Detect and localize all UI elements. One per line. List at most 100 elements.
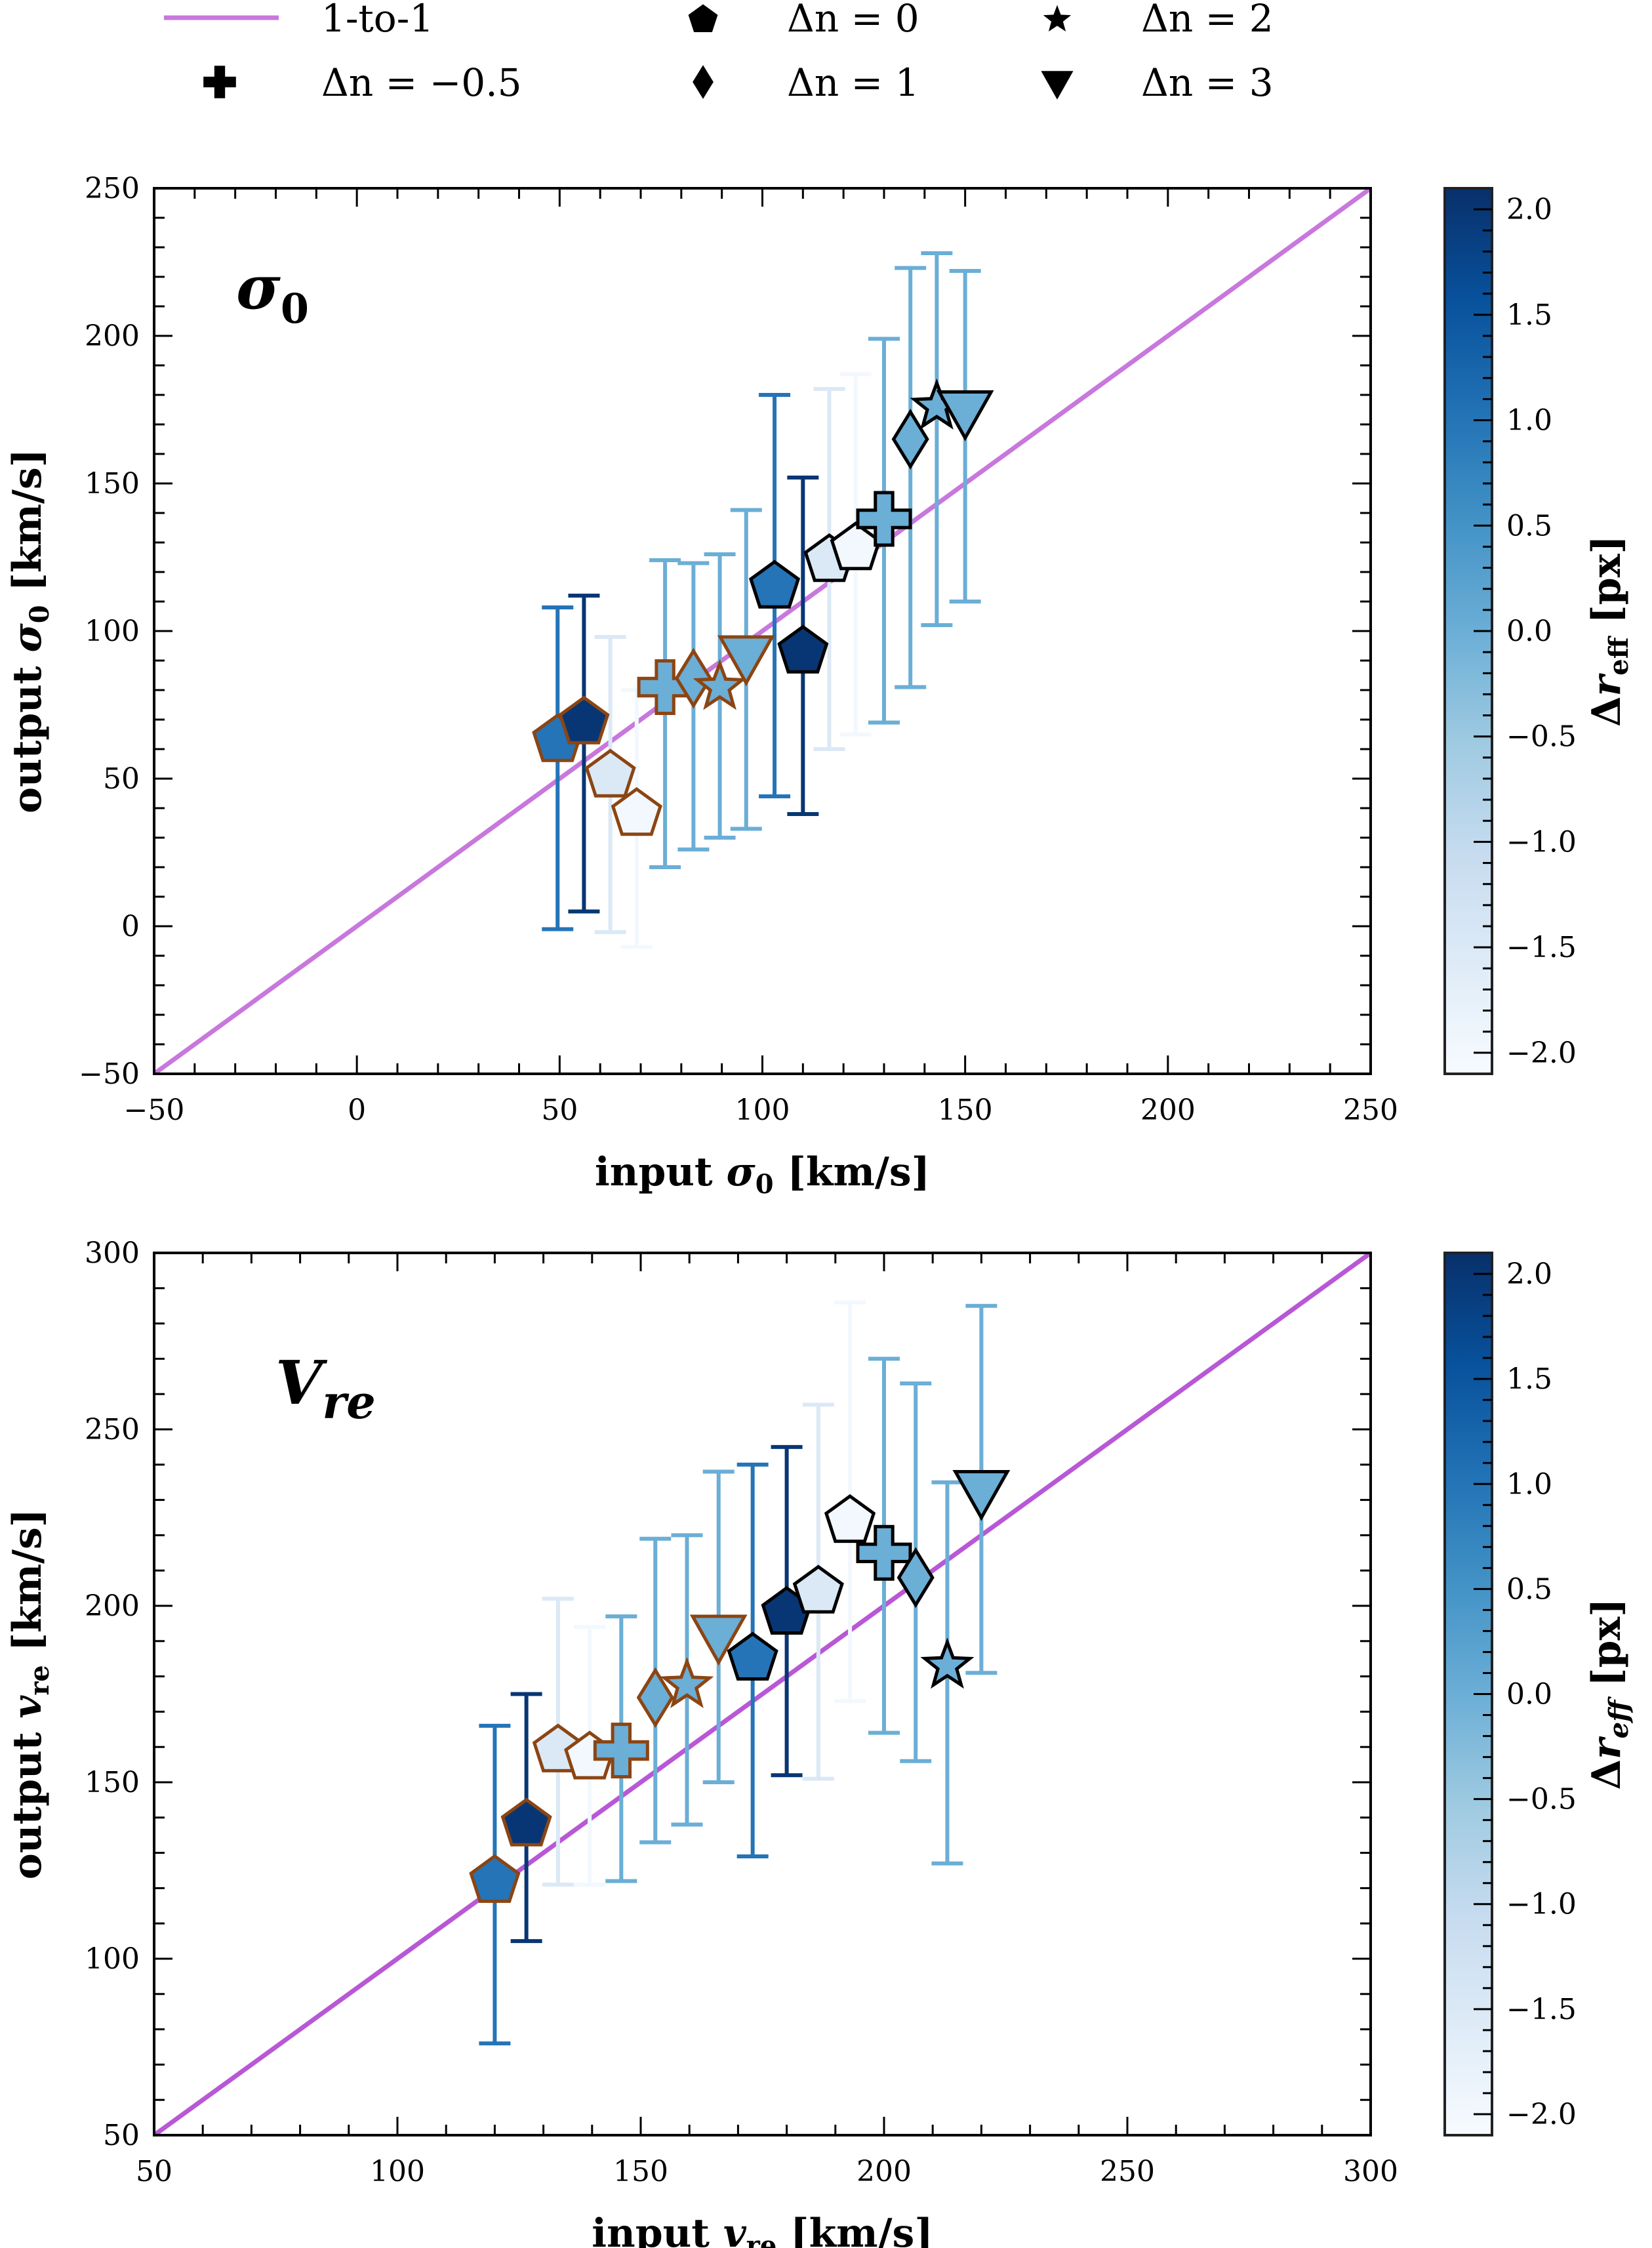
colorbar: 2.0 1.5 1.0 0.5 0.0 −0.5 −1.0 −1.5 −2.0 Δreff [px… (1443, 187, 1634, 1075)
legend-marker-plus (203, 66, 236, 98)
y-tick-label: 50 (103, 762, 140, 796)
y-tick-label: 250 (85, 1413, 140, 1446)
colorbar-tick-label: 0.0 (1506, 615, 1552, 648)
ticks (153, 187, 1372, 1075)
x-tick-label: 250 (1100, 2155, 1155, 2188)
y-tick-label: 0 (121, 910, 140, 943)
legend-label-1to1: 1-to-1 (321, 0, 433, 41)
colorbar-tick-label: 0.5 (1506, 509, 1552, 542)
colorbar-tick-label: −1.0 (1506, 1888, 1577, 1921)
colorbar-tick-label: 1.0 (1506, 1467, 1552, 1501)
colorbar-tick-label: −1.0 (1506, 825, 1577, 859)
colorbar-tick-label: −0.5 (1506, 1783, 1577, 1816)
colorbar-tick-label: 0.0 (1506, 1678, 1552, 1711)
legend-marker-pentagon (688, 4, 718, 33)
panel-sigma0: −50 0 50 100 150 200 250 −50 0 50 100 150 200 250 inpu… (5, 172, 1634, 1200)
colorbar-tick-label: 2.0 (1506, 193, 1552, 226)
x-tick-label: 200 (856, 2155, 912, 2188)
marker-pentagon (611, 787, 662, 836)
panel-vre: 50 100 150 200 250 300 50 100 150 200 250 300 input … (5, 1236, 1634, 2248)
one-to-one-line (154, 188, 1371, 1074)
one-to-one-line (154, 1253, 1371, 2135)
data-series (469, 1300, 1011, 2046)
axes-frame (153, 1252, 1372, 2136)
panel-title: Vre (275, 1347, 376, 1429)
marker-pentagon (727, 1631, 778, 1681)
marker-diamond (674, 647, 712, 709)
legend-label-pentagon: Δn = 0 (787, 0, 919, 41)
colorbar: 2.0 1.5 1.0 0.5 0.0 −0.5 −1.0 −1.5 −2.0 Δreff [px… (1443, 1252, 1634, 2136)
marker-pentagon (830, 521, 881, 571)
y-tick-label: 50 (103, 2119, 140, 2152)
y-tick-label: 250 (85, 172, 140, 205)
marker-star (660, 1656, 714, 1708)
marker-pentagon (792, 1564, 844, 1614)
colorbar-tick-label: −2.0 (1506, 2098, 1577, 2131)
x-tick-label: 100 (735, 1093, 790, 1127)
marker-triangle-down (689, 1614, 748, 1666)
marker-diamond (897, 1547, 935, 1608)
marker-pentagon (500, 1797, 552, 1847)
colorbar-tick-label: −0.5 (1506, 720, 1577, 754)
marker-pentagon (584, 748, 636, 798)
marker-pentagon (777, 624, 829, 674)
y-tick-label: 200 (85, 1589, 140, 1623)
legend: 1-to-1 Δn = −0.5 Δn = 0 Δn = 1 Δn = 2 Δn = 3 (164, 0, 1274, 105)
colorbar-tick-label: 2.0 (1506, 1257, 1552, 1291)
marker-plus (593, 1723, 649, 1779)
ticks (153, 1252, 1372, 2136)
y-tick-label: 100 (85, 615, 140, 648)
legend-marker-triangle-down (1041, 71, 1074, 100)
marker-plus (637, 659, 693, 715)
legend-marker-star (1043, 5, 1072, 32)
marker-triangle-down (936, 390, 994, 441)
data-series (532, 251, 994, 949)
y-tick-label: 200 (85, 319, 140, 353)
x-tick-label: −50 (124, 1093, 185, 1127)
legend-label-triangle-down: Δn = 3 (1141, 60, 1274, 105)
colorbar-tick-label: 1.5 (1506, 1362, 1552, 1396)
marker-plus (856, 1524, 912, 1581)
x-tick-label: 150 (938, 1093, 993, 1127)
x-tick-label: 50 (136, 2155, 172, 2188)
colorbar-tick-label: 1.5 (1506, 298, 1552, 332)
y-axis-label: output σ0 [km/s] (5, 449, 55, 813)
marker-pentagon (824, 1494, 876, 1543)
colorbar-tick-label: −1.5 (1506, 1993, 1577, 2026)
panel-title: σ0 (236, 252, 309, 333)
marker-diamond (636, 1667, 674, 1728)
y-tick-label: 150 (85, 467, 140, 501)
y-tick-label: 100 (85, 1942, 140, 1976)
legend-label-star: Δn = 2 (1141, 0, 1274, 41)
legend-marker-diamond (693, 65, 714, 99)
x-tick-label: 250 (1343, 1093, 1398, 1127)
marker-star (920, 1637, 975, 1689)
y-tick-label: −50 (79, 1057, 140, 1091)
x-axis-label: input vre [km/s] (592, 2211, 933, 2248)
colorbar-label: Δreff [px] (1584, 535, 1634, 727)
y-tick-label: 300 (85, 1236, 140, 1270)
marker-star (693, 659, 747, 710)
marker-pentagon (748, 560, 801, 609)
colorbar-tick-label: −2.0 (1506, 1036, 1577, 1070)
x-tick-label: 100 (370, 2155, 425, 2188)
colorbar-tick-label: 0.5 (1506, 1572, 1552, 1606)
marker-diamond (891, 409, 929, 470)
y-tick-label: 150 (85, 1766, 140, 1799)
x-tick-label: 300 (1343, 2155, 1398, 2188)
y-axis-label: output vre [km/s] (5, 1509, 55, 1879)
colorbar-label: Δreff [px] (1584, 1598, 1634, 1789)
x-tick-label: 150 (613, 2155, 668, 2188)
legend-label-plus: Δn = −0.5 (321, 60, 522, 105)
colorbar-tick-label: 1.0 (1506, 404, 1552, 438)
legend-label-diamond: Δn = 1 (787, 60, 919, 105)
x-axis-label: input σ0 [km/s] (595, 1149, 930, 1200)
marker-pentagon (558, 695, 610, 745)
marker-plus (856, 491, 912, 547)
colorbar-tick-label: −1.5 (1506, 931, 1577, 964)
marker-triangle-down (952, 1469, 1011, 1521)
x-tick-label: 200 (1140, 1093, 1196, 1127)
x-tick-label: 0 (348, 1093, 366, 1127)
marker-triangle-down (717, 635, 775, 687)
